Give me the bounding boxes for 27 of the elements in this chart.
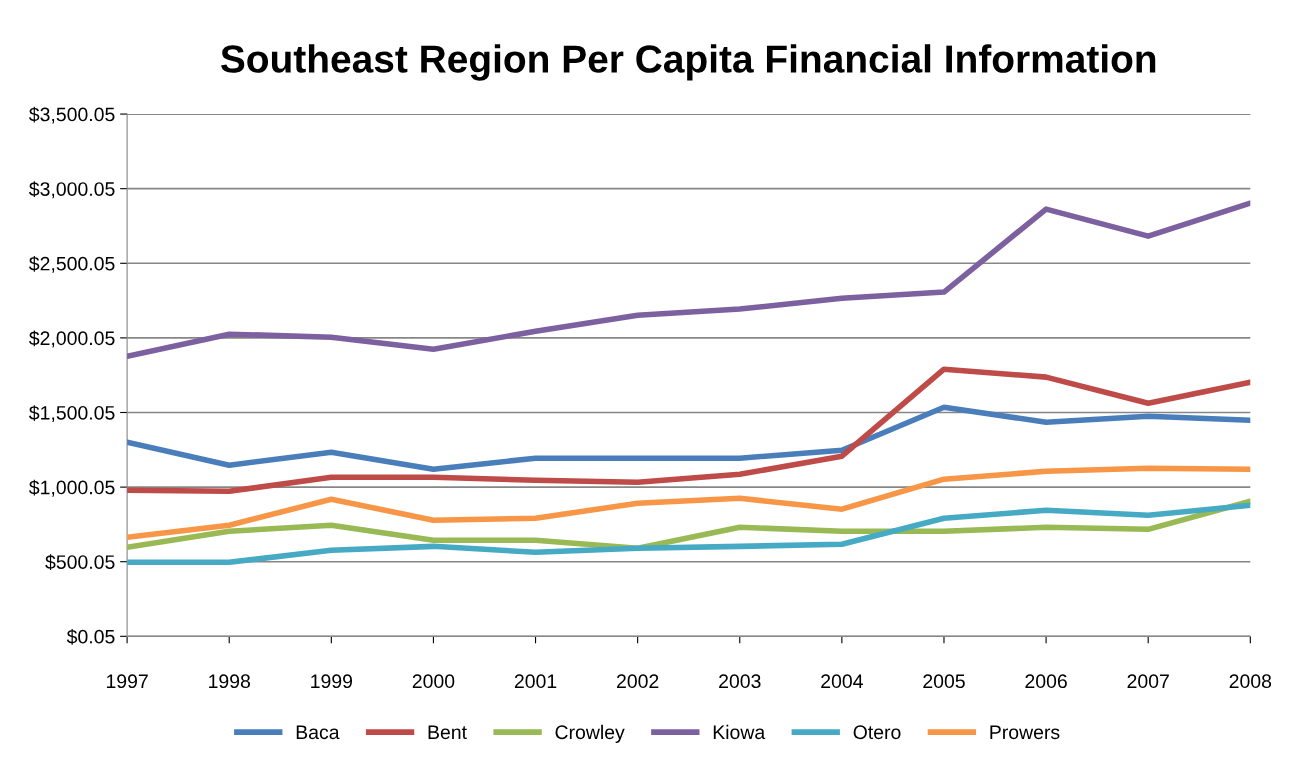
x-tick-label: 2008 [1229,674,1272,689]
legend-label: Crowley [555,724,625,743]
chart-title: Southeast Region Per Capita Financial Information [220,44,1156,81]
x-tick-label: 1999 [311,674,353,689]
x-tick-label: 2003 [719,674,761,689]
legend-label: Otero [853,725,901,740]
y-tick-label: $2,000.05 [29,330,115,348]
y-tick-label: $1,500.05 [29,405,115,423]
legend-label: Baca [296,725,340,740]
x-tick-label: 1998 [209,674,250,689]
legend-label: Kiowa [713,724,766,740]
y-tick-label: $3,500.05 [29,106,115,124]
x-tick-label: 1997 [106,674,148,689]
x-tick-label: 2002 [617,674,659,689]
y-tick-label: $3,000.05 [29,181,115,199]
x-tick-label: 2007 [1127,674,1169,689]
x-tick-label: 2001 [514,674,557,689]
legend-label: Bent [428,725,467,740]
x-tick-label: 2005 [923,674,965,689]
x-tick-label: 2000 [412,674,455,689]
x-tick-label: 2006 [1025,674,1067,689]
y-tick-label: $0.05 [66,628,115,645]
x-tick-label: 2004 [821,674,863,689]
legend-label: Prowers [990,725,1060,740]
y-tick-label: $1,000.05 [29,479,115,497]
y-tick-label: $500.05 [45,554,115,571]
y-tick-label: $2,500.05 [29,255,115,273]
